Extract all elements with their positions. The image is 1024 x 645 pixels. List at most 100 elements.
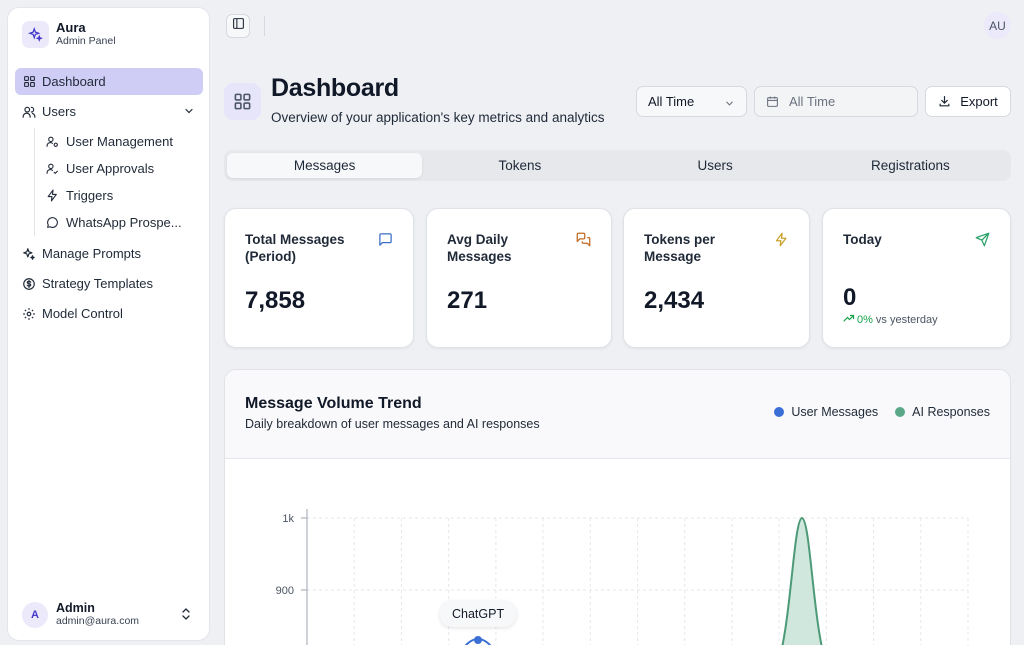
stat-label-line: Avg Daily [447, 232, 509, 247]
trend-percent: 0% [857, 313, 873, 326]
tab-registrations[interactable]: Registrations [870, 158, 950, 173]
sidebar-item-label: Strategy Templates [42, 276, 154, 291]
sparkles-logo-icon [22, 20, 49, 48]
legend-dot [774, 407, 785, 417]
sidebar-nav: Dashboard Users User Management U [15, 68, 203, 330]
chart-header: Message Volume Trend Daily breakdown of … [225, 370, 1010, 459]
stat-value: 271 [447, 287, 488, 314]
sidebar: Aura Admin Panel Dashboard Users [7, 7, 210, 641]
legend-item-ai-responses[interactable]: AI Responses [895, 405, 990, 419]
stat-value: 0 [843, 284, 857, 311]
sidebar-item-label: WhatsApp Prospe... [66, 215, 182, 230]
dollar-circle-icon [22, 277, 36, 291]
topbar-divider [264, 16, 265, 36]
stat-card-label: Tokens per Message [644, 231, 715, 265]
page-title: Dashboard [271, 74, 399, 102]
ai-responses-area [782, 518, 822, 645]
avatar[interactable]: AU [984, 12, 1011, 39]
legend-item-user-messages[interactable]: User Messages [774, 405, 878, 419]
message-square-icon [378, 232, 393, 247]
chart-legend: User Messages AI Responses [757, 405, 990, 419]
send-icon [975, 232, 990, 247]
brand-name: Aura [56, 20, 86, 35]
sidebar-item-manage-prompts[interactable]: Manage Prompts [15, 240, 203, 267]
sidebar-item-label: Manage Prompts [42, 246, 141, 261]
chevrons-up-down-icon[interactable] [180, 607, 192, 626]
y-tick-label: 900 [276, 585, 294, 597]
date-range-placeholder: All Time [789, 94, 836, 109]
chart-title: Message Volume Trend [245, 395, 422, 412]
grid-icon [22, 75, 36, 89]
stat-card-tokens-per-message: Tokens per Message 2,434 [623, 208, 810, 348]
y-tick-label: 1k [282, 513, 294, 525]
user-name: Admin [56, 601, 95, 615]
tab-tokens[interactable]: Tokens [498, 158, 542, 173]
sidebar-item-user-management[interactable]: User Management [45, 128, 203, 155]
sidebar-item-label: Model Control [42, 306, 123, 321]
stat-label-line: Total Messages [245, 232, 345, 247]
stat-trend: 0% vs yesterday [843, 313, 938, 326]
trending-up-icon [843, 313, 855, 326]
stat-label-line: (Period) [245, 249, 297, 264]
sidebar-item-label: Users [42, 104, 76, 119]
legend-dot [895, 407, 906, 417]
sidebar-item-strategy-templates[interactable]: Strategy Templates [15, 270, 203, 297]
stat-card-label: Avg Daily Messages [447, 231, 512, 265]
panel-left-icon [232, 17, 245, 35]
stat-card-label: Today [843, 232, 882, 247]
sidebar-item-whatsapp-prospects[interactable]: WhatsApp Prospe... [45, 209, 203, 236]
ai-responses-line [781, 516, 823, 645]
grid-icon [224, 83, 261, 120]
date-range-input[interactable]: All Time [754, 86, 918, 117]
chat-bubble-icon [45, 216, 59, 230]
sidebar-item-label: Dashboard [42, 74, 106, 89]
user-messages-point [474, 636, 482, 644]
export-button[interactable]: Export [925, 86, 1011, 117]
legend-label: AI Responses [912, 405, 990, 419]
sidebar-item-label: User Management [66, 134, 173, 149]
sidebar-item-users[interactable]: Users [15, 98, 203, 125]
stat-card-total-messages: Total Messages (Period) 7,858 [224, 208, 414, 348]
stat-card-avg-daily: Avg Daily Messages 271 [426, 208, 612, 348]
period-select[interactable]: All Time [636, 86, 747, 117]
stat-card-today: Today 0 0% vs yesterday [822, 208, 1011, 348]
user-check-icon [45, 162, 59, 176]
metric-tabs: Messages Tokens Users Registrations [224, 150, 1011, 181]
user-menu[interactable]: A Admin admin@aura.com [22, 601, 198, 628]
chart-tooltip: ChatGPT [440, 601, 517, 627]
trend-text: vs yesterday [875, 313, 938, 326]
brand[interactable]: Aura Admin Panel [22, 20, 116, 48]
sidebar-item-label: Triggers [66, 188, 114, 203]
avatar: A [22, 601, 48, 628]
tab-messages[interactable]: Messages [227, 153, 423, 178]
legend-label: User Messages [791, 405, 879, 419]
users-subnav: User Management User Approvals Triggers … [34, 128, 203, 236]
sidebar-item-dashboard[interactable]: Dashboard [15, 68, 203, 95]
period-select-value: All Time [648, 94, 695, 109]
chevron-down-icon[interactable] [183, 105, 195, 120]
chart-plot: 1k 900 [276, 509, 969, 645]
chart-grid [306, 509, 969, 645]
sidebar-toggle-button[interactable] [226, 14, 250, 38]
messages-icon [576, 232, 591, 247]
message-volume-chart-panel: Message Volume Trend Daily breakdown of … [224, 369, 1011, 645]
stat-card-label: Total Messages (Period) [245, 231, 345, 265]
sidebar-item-model-control[interactable]: Model Control [15, 300, 203, 327]
download-icon [938, 95, 951, 108]
zap-icon [774, 232, 789, 247]
sparkles-icon [22, 247, 36, 261]
gear-icon [22, 307, 36, 321]
stat-label-line: Message [644, 249, 702, 264]
sidebar-item-triggers[interactable]: Triggers [45, 182, 203, 209]
calendar-icon [766, 95, 779, 108]
sidebar-item-user-approvals[interactable]: User Approvals [45, 155, 203, 182]
chevron-down-icon [724, 97, 735, 112]
stat-value: 2,434 [644, 287, 705, 314]
users-icon [22, 105, 36, 119]
tab-users[interactable]: Users [697, 158, 733, 173]
stat-label-line: Messages [447, 249, 512, 264]
chart-subtitle: Daily breakdown of user messages and AI … [245, 417, 540, 431]
bolt-icon [45, 189, 59, 203]
user-email: admin@aura.com [56, 615, 140, 627]
export-label: Export [960, 94, 998, 109]
